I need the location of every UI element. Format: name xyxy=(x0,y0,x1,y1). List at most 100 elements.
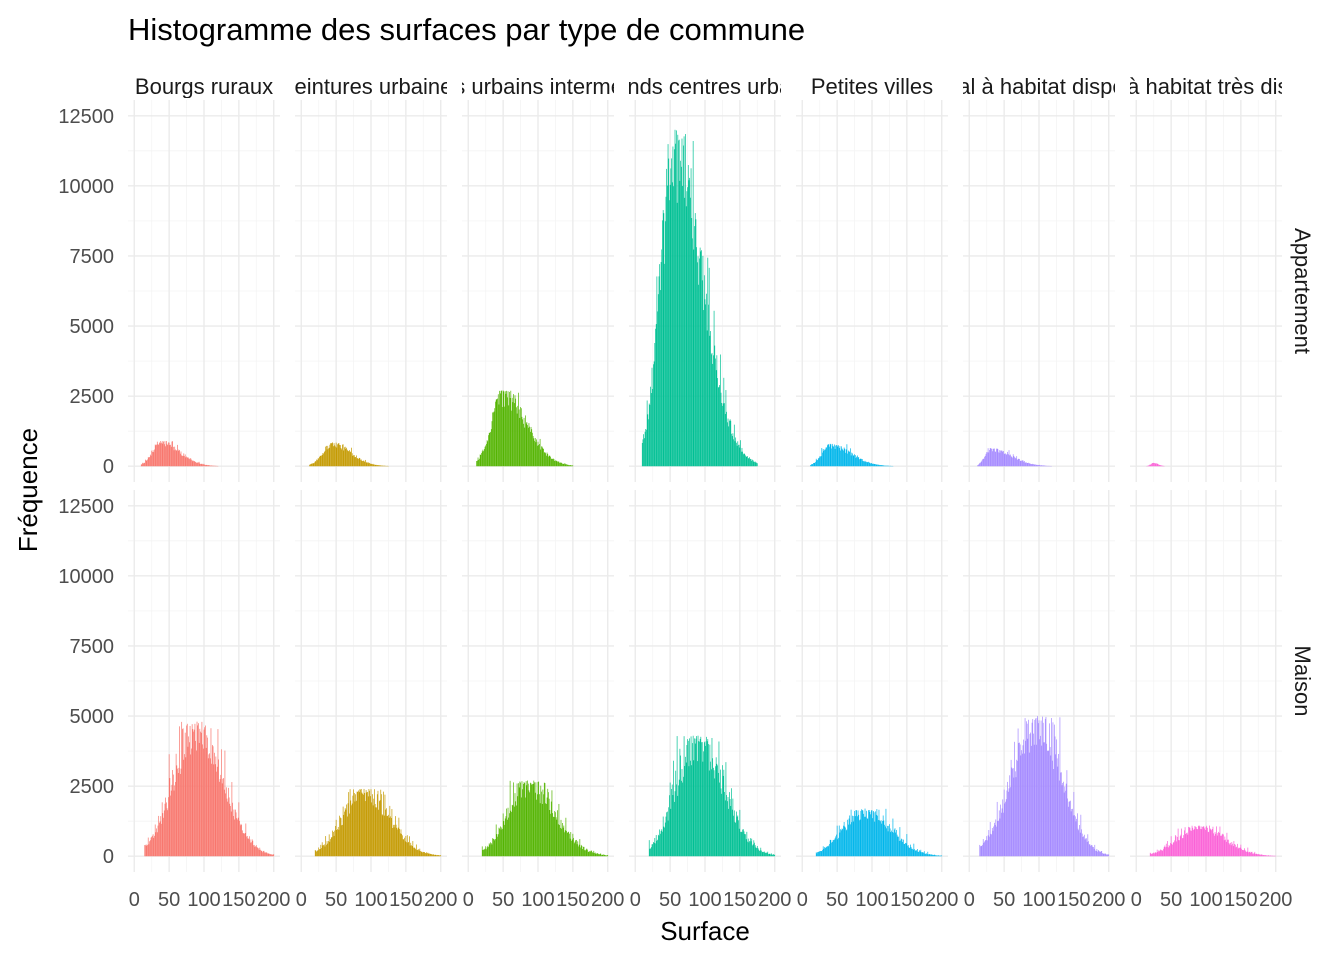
histogram-bar xyxy=(884,465,886,467)
histogram-bar xyxy=(858,457,860,467)
histogram-bar xyxy=(917,851,919,857)
histogram-bar xyxy=(673,186,674,467)
histogram-bar xyxy=(1194,826,1196,857)
histogram-bar xyxy=(172,770,173,857)
histogram-bar xyxy=(431,854,433,857)
histogram-bar xyxy=(565,464,567,467)
histogram-bar xyxy=(264,852,266,857)
histogram-bar xyxy=(152,835,153,857)
histogram-bar xyxy=(757,848,759,857)
histogram-bar xyxy=(762,851,764,857)
histogram-bar xyxy=(1014,771,1016,857)
histogram-bar xyxy=(749,841,750,857)
histogram-bar xyxy=(1038,720,1040,857)
histogram-bar xyxy=(1223,834,1224,857)
histogram-bar xyxy=(893,832,894,857)
histogram-bar xyxy=(1070,811,1072,857)
histogram-bar xyxy=(369,796,371,857)
histogram-bar xyxy=(980,846,981,857)
histogram-bar xyxy=(158,815,160,857)
histogram-bar xyxy=(724,800,726,857)
histogram-bar xyxy=(1056,739,1057,857)
histogram-bar xyxy=(761,852,763,857)
histogram-bar xyxy=(845,452,846,467)
histogram-bar xyxy=(1030,732,1031,857)
histogram-bar xyxy=(495,399,497,467)
histogram-bar xyxy=(508,405,510,467)
histogram-bar xyxy=(527,780,528,857)
histogram-bar xyxy=(850,824,851,857)
histogram-bar xyxy=(212,746,214,857)
histogram-bar xyxy=(835,445,837,467)
histogram-bar xyxy=(1175,836,1177,857)
histogram-bar xyxy=(1065,783,1067,857)
histogram-bar xyxy=(504,406,505,467)
histogram-bar xyxy=(998,450,1000,467)
histogram-bar xyxy=(752,460,754,467)
histogram-bar xyxy=(159,822,160,857)
histogram-bar xyxy=(172,774,174,857)
histogram-bar xyxy=(1106,854,1107,857)
histogram-bar xyxy=(999,818,1001,857)
histogram-bar xyxy=(771,854,773,857)
histogram-bar xyxy=(183,453,185,467)
histogram-bar xyxy=(1083,834,1085,857)
histogram-bar xyxy=(887,831,889,857)
histogram-bar xyxy=(1058,753,1059,857)
histogram-bar xyxy=(1049,747,1051,857)
histogram-bar xyxy=(991,448,992,467)
histogram-bar xyxy=(696,262,698,467)
histogram-bar xyxy=(731,788,732,857)
x-tick-label: 150 xyxy=(1224,889,1257,911)
histogram-bar xyxy=(1026,462,1027,467)
histogram-bar xyxy=(1085,838,1087,857)
y-tick-label: 12500 xyxy=(58,106,114,128)
histogram-bar xyxy=(1034,464,1036,467)
histogram-bar xyxy=(689,738,691,857)
histogram-bar xyxy=(1059,717,1061,857)
histogram-bar xyxy=(737,441,739,467)
histogram-bar xyxy=(385,808,387,857)
histogram-bar xyxy=(354,801,356,857)
histogram-bar xyxy=(818,457,820,467)
histogram-bar xyxy=(836,445,837,467)
histogram-bar xyxy=(1184,827,1186,857)
histogram-bar xyxy=(1205,827,1207,857)
histogram-bar xyxy=(732,798,734,857)
histogram-bar xyxy=(715,370,717,467)
histogram-bar xyxy=(227,801,229,857)
histogram-bar xyxy=(403,839,405,857)
histogram-bar xyxy=(922,852,924,857)
histogram-bar xyxy=(925,853,927,857)
histogram-bar xyxy=(726,411,727,467)
histogram-bar xyxy=(765,852,767,857)
histogram-bar xyxy=(713,310,715,467)
histogram-bar xyxy=(940,855,942,857)
histogram-bar xyxy=(479,458,480,467)
histogram-bar xyxy=(1165,847,1166,857)
histogram-bar xyxy=(743,454,744,467)
facet-panel-0-2 xyxy=(462,100,614,482)
histogram-bar xyxy=(191,724,193,857)
histogram-bar xyxy=(666,812,667,857)
histogram-bar xyxy=(890,832,892,857)
x-tick-label: 0 xyxy=(129,889,140,911)
histogram-bar xyxy=(425,853,427,857)
histogram-bar xyxy=(840,446,842,467)
histogram-bar xyxy=(1012,768,1013,857)
histogram-bar xyxy=(537,441,539,467)
histogram-bar xyxy=(325,836,327,857)
histogram-bar xyxy=(580,844,582,857)
histogram-bar xyxy=(994,825,996,857)
histogram-bar xyxy=(169,445,171,467)
histogram-bar xyxy=(572,465,574,467)
histogram-bar xyxy=(870,463,872,467)
histogram-bar xyxy=(418,850,420,857)
histogram-bar xyxy=(1042,722,1044,857)
histogram-bar xyxy=(882,815,884,857)
histogram-bar xyxy=(832,445,834,467)
histogram-bar xyxy=(699,738,701,857)
histogram-bar xyxy=(167,445,169,467)
histogram-bar xyxy=(202,744,203,857)
